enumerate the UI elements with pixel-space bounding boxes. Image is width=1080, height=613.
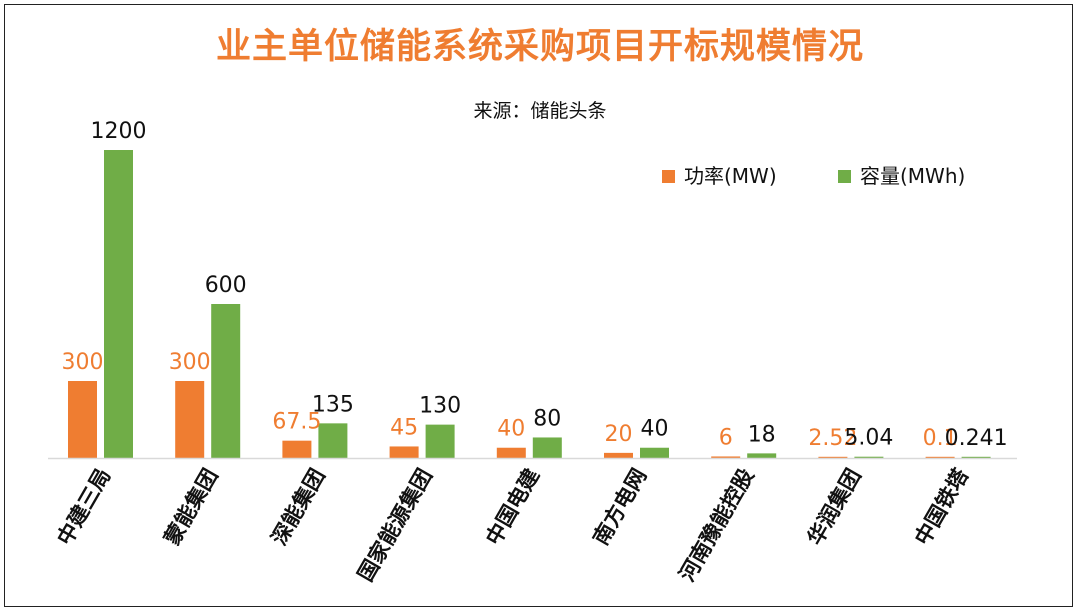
power-data-label: 2.52 (808, 426, 857, 451)
power-data-label: 300 (62, 350, 104, 375)
category-label: 蒙能集团 (160, 465, 223, 550)
power-data-label: 45 (390, 415, 418, 440)
capacity-bar (318, 423, 348, 458)
bars-group (68, 150, 991, 458)
capacity-data-label: 600 (205, 273, 247, 298)
category-label: 河南豫能控股 (675, 465, 759, 586)
capacity-data-label: 80 (533, 406, 561, 431)
capacity-data-label: 5.04 (844, 426, 893, 451)
legend-capacity-label: 容量(MWh) (860, 164, 965, 188)
power-data-label: 6 (719, 425, 733, 450)
power-bar (925, 456, 955, 458)
power-data-label: 40 (497, 417, 525, 442)
category-label: 南方电网 (589, 465, 652, 550)
legend: 功率(MW) 容量(MWh) (662, 164, 965, 188)
power-data-label: 300 (169, 350, 211, 375)
capacity-data-label: 130 (419, 394, 461, 419)
power-data-label: 0.1 (923, 426, 958, 451)
category-label: 中国电建 (481, 465, 544, 550)
capacity-bar (211, 304, 241, 458)
capacity-bar (104, 150, 133, 458)
power-bar (175, 381, 205, 458)
power-bar (818, 456, 848, 458)
capacity-data-label: 0.241 (945, 426, 1008, 451)
category-label: 中建三局 (53, 465, 116, 550)
chart-title: 业主单位储能系统采购项目开标规模情况 (215, 27, 864, 67)
power-bar (496, 447, 526, 458)
capacity-bar (640, 447, 669, 458)
capacity-data-label: 1200 (91, 119, 147, 144)
category-label: 中国铁塔 (910, 464, 973, 550)
chart-subtitle: 来源：储能头条 (473, 100, 607, 122)
power-bar (389, 446, 419, 458)
power-bar (282, 440, 312, 458)
capacity-data-label: 40 (641, 417, 669, 442)
category-labels-group: 中建三局 蒙能集团 深能集团 国家能源集团 中国电建 南方电网 河南豫能控股 华润集团 中国铁塔 (53, 464, 974, 586)
capacity-data-label: 18 (748, 422, 776, 447)
legend-power-label: 功率(MW) (684, 164, 777, 188)
capacity-bar (425, 424, 455, 458)
capacity-bar (854, 456, 884, 458)
category-label: 深能集团 (267, 465, 330, 550)
power-data-label: 20 (605, 422, 633, 447)
capacity-bar (961, 456, 991, 458)
capacity-data-label: 135 (312, 392, 354, 417)
chart-frame (4, 4, 1073, 607)
category-label: 华润集团 (803, 465, 866, 550)
power-bar (711, 456, 741, 458)
category-label: 国家能源集团 (353, 464, 437, 585)
power-data-label: 67.5 (272, 410, 321, 435)
legend-power-swatch (662, 170, 675, 183)
capacity-bar (532, 437, 562, 458)
power-bar (68, 381, 97, 458)
capacity-bar (747, 453, 777, 458)
power-bar (604, 452, 633, 458)
legend-capacity-swatch (838, 170, 851, 183)
